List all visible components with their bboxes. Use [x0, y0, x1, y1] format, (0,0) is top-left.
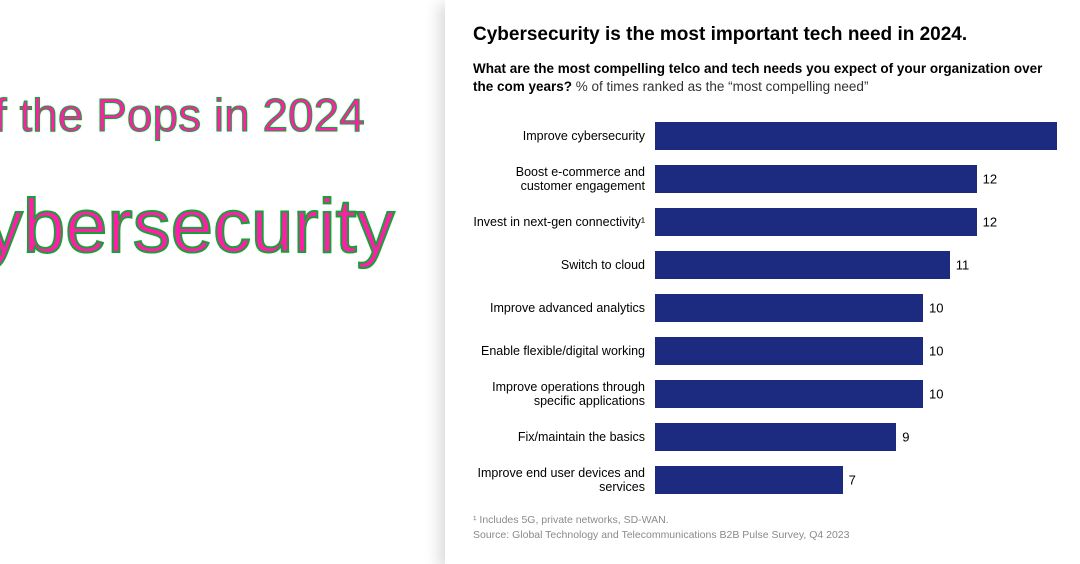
chart-bar-track: 9: [655, 423, 1057, 451]
chart-row-label: Improve operations through specific appl…: [473, 380, 655, 409]
chart-row-label: Enable flexible/digital working: [473, 344, 655, 358]
chart-row-label: Fix/maintain the basics: [473, 430, 655, 444]
chart-bar-track: 10: [655, 337, 1057, 365]
chart-bar-track: 12: [655, 208, 1057, 236]
footnote-1: ¹ Includes 5G, private networks, SD-WAN.: [473, 513, 1057, 527]
chart-bar: [655, 423, 896, 451]
chart-row: Improve cybersecurity: [473, 114, 1057, 157]
chart-bar-value: 7: [849, 472, 856, 487]
chart-row: Enable flexible/digital working 10: [473, 329, 1057, 372]
chart-row-label: Invest in next-gen connectivity¹: [473, 215, 655, 229]
chart-bar: [655, 208, 977, 236]
chart-row: Improve operations through specific appl…: [473, 372, 1057, 415]
chart-bar-value: 10: [929, 343, 943, 358]
card-title: Cybersecurity is the most important tech…: [473, 24, 1057, 46]
chart-bar-track: 10: [655, 294, 1057, 322]
chart-card: Cybersecurity is the most important tech…: [445, 0, 1080, 564]
footnotes: ¹ Includes 5G, private networks, SD-WAN.…: [473, 513, 1057, 541]
chart-bar: [655, 294, 923, 322]
chart-row: Improve end user devices and services 7: [473, 458, 1057, 501]
survey-question: What are the most compelling telco and t…: [473, 60, 1057, 96]
chart-row-label: Improve advanced analytics: [473, 301, 655, 315]
chart-bar-value: 11: [956, 257, 970, 272]
chart-bar-value: 12: [983, 214, 997, 229]
chart-bar-value: 10: [929, 386, 943, 401]
question-light: % of times ranked as the “most compellin…: [572, 79, 868, 94]
chart-bar-track: 11: [655, 251, 1057, 279]
headline-block: p of the Pops in 2024 Cybersecurity: [0, 90, 450, 265]
chart-bar: [655, 122, 1057, 150]
chart-bar-track: 12: [655, 165, 1057, 193]
chart-bar: [655, 466, 843, 494]
chart-row: Boost e-commerce and customer engagement…: [473, 157, 1057, 200]
footnote-2: Source: Global Technology and Telecommun…: [473, 528, 1057, 542]
chart-bar-track: [655, 122, 1057, 150]
headline-line-1: p of the Pops in 2024: [0, 90, 450, 141]
headline-line-2: Cybersecurity: [0, 189, 450, 265]
chart-row-label: Improve end user devices and services: [473, 466, 655, 495]
chart-row-label: Improve cybersecurity: [473, 129, 655, 143]
chart-row-label: Boost e-commerce and customer engagement: [473, 165, 655, 194]
chart-bar-track: 10: [655, 380, 1057, 408]
chart-bar: [655, 251, 950, 279]
chart-row: Switch to cloud 11: [473, 243, 1057, 286]
chart-bar-value: 10: [929, 300, 943, 315]
chart-bar: [655, 165, 977, 193]
chart-bar-value: 12: [983, 171, 997, 186]
chart-row: Invest in next-gen connectivity¹ 12: [473, 200, 1057, 243]
chart-bar-value: 9: [902, 429, 909, 444]
chart-row: Fix/maintain the basics 9: [473, 415, 1057, 458]
bar-chart: Improve cybersecurity Boost e-commerce an…: [473, 114, 1057, 501]
chart-row: Improve advanced analytics 10: [473, 286, 1057, 329]
chart-bar: [655, 380, 923, 408]
chart-bar: [655, 337, 923, 365]
chart-bar-track: 7: [655, 466, 1057, 494]
chart-row-label: Switch to cloud: [473, 258, 655, 272]
